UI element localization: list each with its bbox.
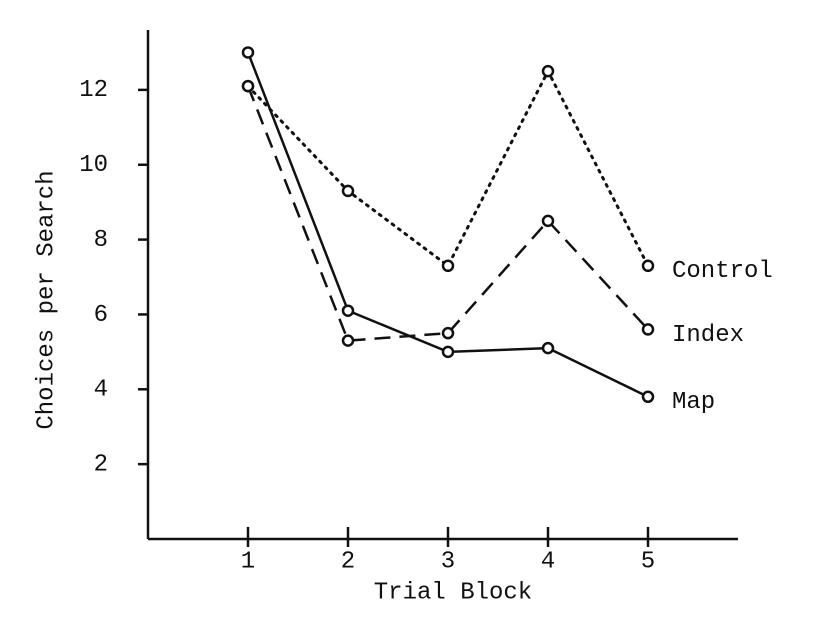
x-tick-label: 2 [341,548,355,575]
series-label: Control [672,258,773,285]
data-point [241,79,255,93]
data-point [441,259,455,273]
series-line [246,85,649,342]
y-tick-label: 8 [94,227,108,254]
data-point [541,214,555,228]
data-point [441,345,455,359]
data-point [641,390,655,404]
x-axis-label: Trial Block [374,579,532,606]
data-point [541,64,555,78]
data-point [541,341,555,355]
data-point [241,46,255,59]
y-tick-label: 12 [79,77,108,104]
series-line [246,67,650,269]
y-tick-label: 6 [94,302,108,329]
x-tick-label: 1 [241,548,255,575]
x-tick-label: 4 [541,548,555,575]
series-line [246,52,649,398]
series-label: Index [672,322,744,349]
data-point [341,304,355,317]
y-tick-label: 10 [79,152,108,179]
data-point [641,259,655,273]
series-label: Map [672,389,715,416]
y-tick-label: 2 [94,451,108,478]
x-tick-label: 3 [441,548,455,575]
data-point [341,334,355,347]
x-tick-label: 5 [641,548,655,575]
y-axis-label: Choices per Search [33,170,60,429]
data-point [641,323,655,336]
data-point [341,184,355,198]
data-point [441,326,455,340]
y-tick-label: 4 [94,377,108,404]
